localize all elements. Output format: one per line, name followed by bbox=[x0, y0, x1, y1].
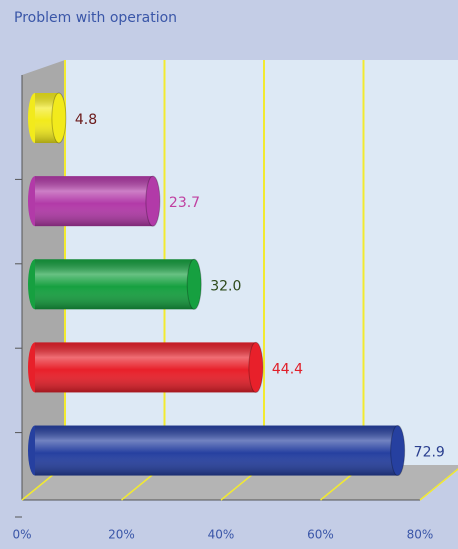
bar-shading bbox=[35, 176, 153, 227]
data-label: 32.0 bbox=[210, 278, 241, 294]
bar-cap bbox=[51, 92, 67, 144]
bar-cap bbox=[248, 341, 264, 393]
data-label: 44.4 bbox=[272, 361, 303, 377]
x-tick-label: 80% bbox=[407, 528, 434, 542]
x-tick-label: 0% bbox=[12, 528, 31, 542]
x-tick-label: 60% bbox=[307, 528, 334, 542]
bar-shading bbox=[35, 342, 256, 393]
bar-cap bbox=[145, 175, 161, 227]
x-tick-label: 20% bbox=[108, 528, 135, 542]
data-label: 23.7 bbox=[169, 195, 200, 211]
data-label: 4.8 bbox=[75, 112, 97, 128]
x-tick-label: 40% bbox=[208, 528, 235, 542]
data-label: 72.9 bbox=[414, 445, 445, 461]
chart-title: Problem with operation bbox=[14, 10, 177, 26]
bar-shading bbox=[35, 425, 398, 476]
floor-grid-line bbox=[419, 468, 458, 501]
bar-shading bbox=[35, 259, 195, 310]
bar-cap bbox=[390, 425, 406, 477]
bar-cap bbox=[186, 258, 202, 310]
